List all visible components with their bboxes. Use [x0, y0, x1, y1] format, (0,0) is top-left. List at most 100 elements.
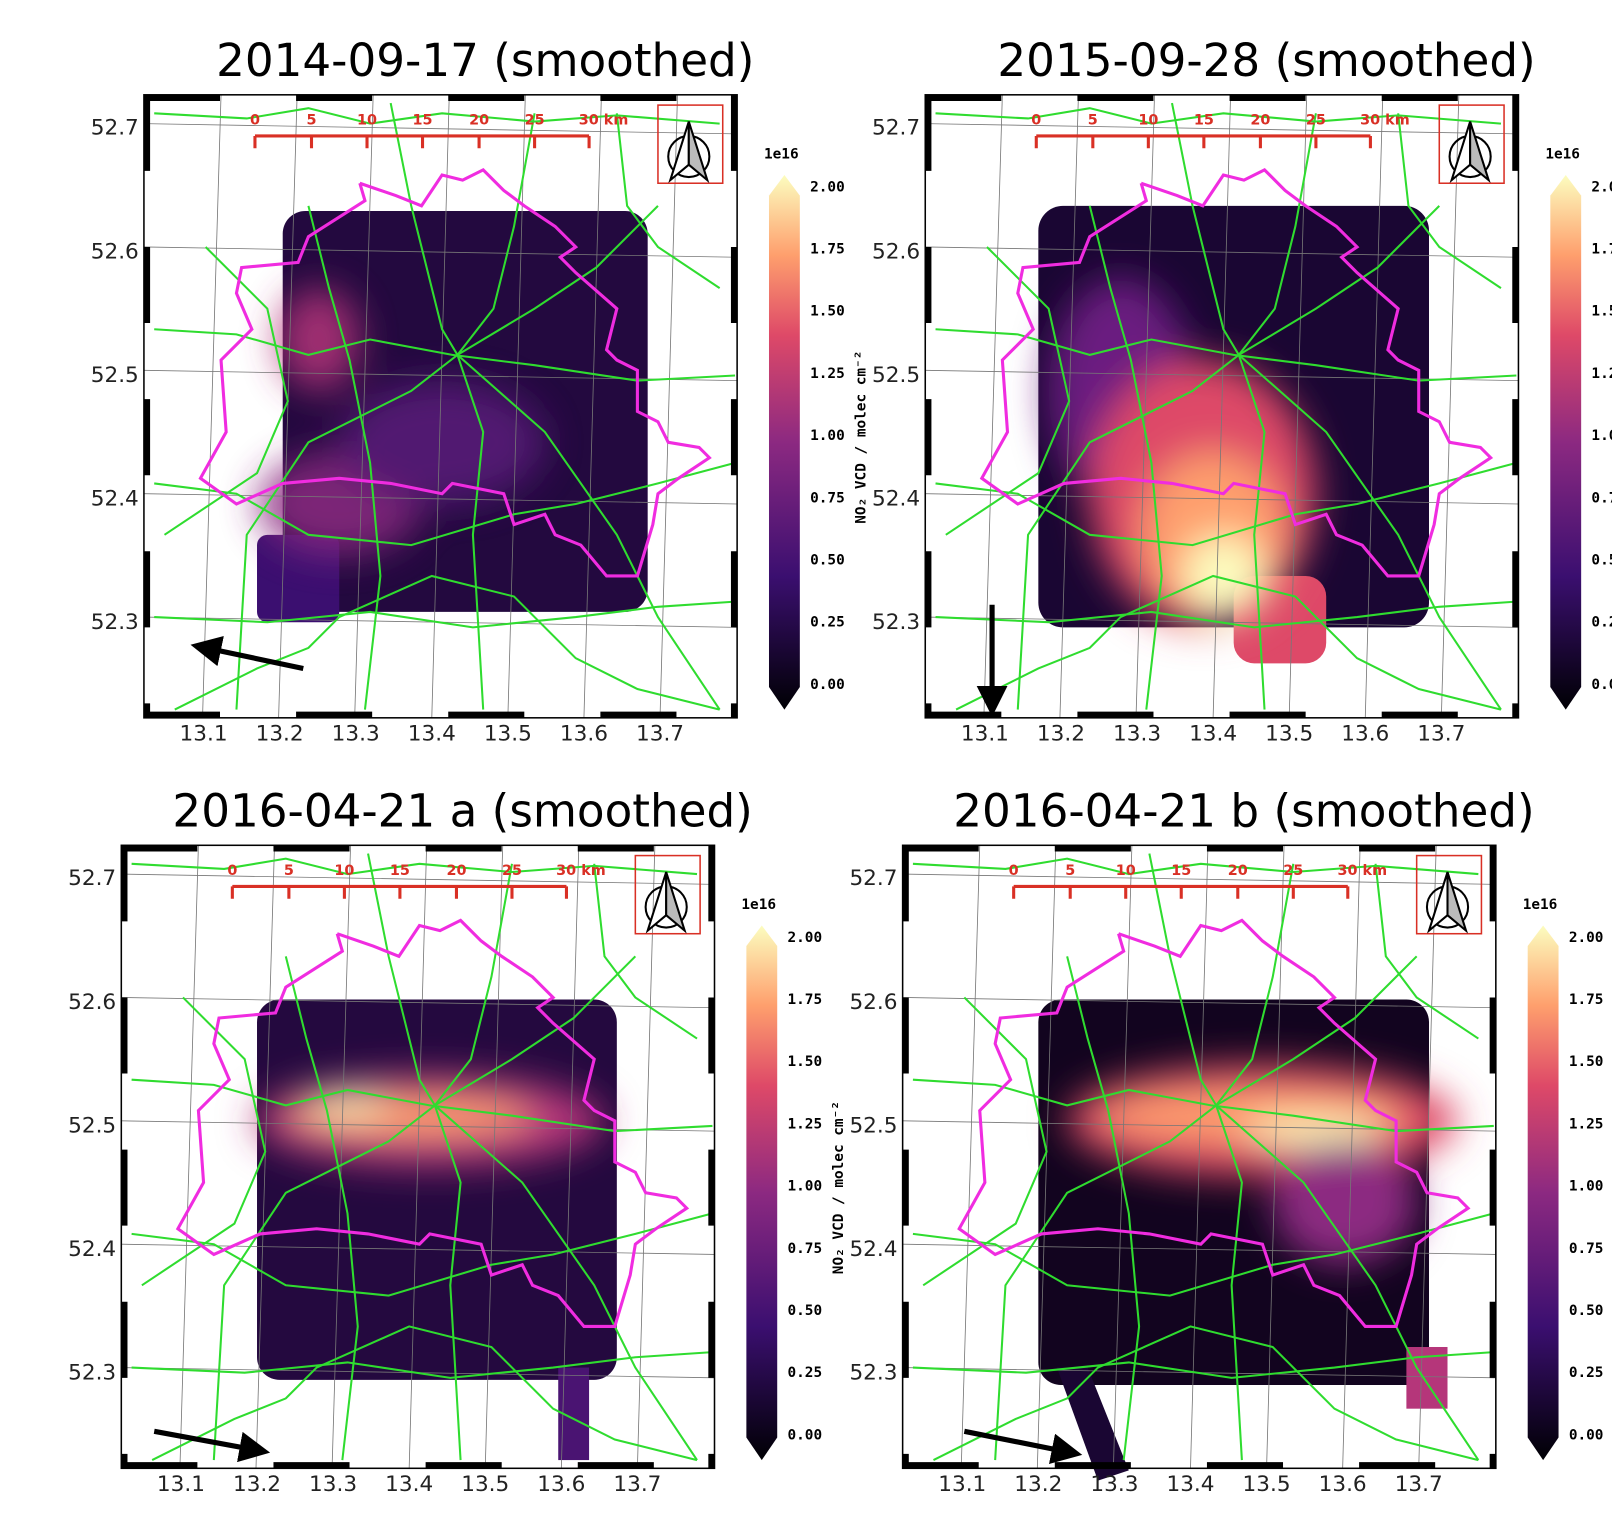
colorbar-tick-label: 0.00 — [1569, 1427, 1604, 1443]
colorbar-label: NO₂ VCD / molec cm⁻² — [854, 351, 870, 524]
colorbar-tick-label: 0.25 — [787, 1365, 822, 1381]
panel-title: 2016-04-21 b (smoothed) — [953, 784, 1534, 837]
colorbar-tick-label: 1.00 — [787, 1179, 822, 1195]
lon-tick-label: 13.3 — [332, 721, 380, 746]
colorbar-tick-label: 1.00 — [1569, 1179, 1604, 1195]
lat-tick-label: 52.7 — [872, 116, 920, 141]
lon-tick-label: 13.6 — [1341, 721, 1389, 746]
lon-tick-label: 13.3 — [1113, 721, 1161, 746]
lat-tick-label: 52.4 — [849, 1237, 897, 1262]
lon-tick-label: 13.2 — [233, 1472, 281, 1497]
lat-tick-label: 52.4 — [872, 487, 920, 512]
map-panel: 2014-09-17 (smoothed)52.752.652.552.452.… — [91, 34, 870, 746]
lon-tick-label: 13.1 — [961, 721, 1009, 746]
colorbar-tick-label: 0.25 — [1591, 615, 1612, 631]
lat-tick-label: 52.6 — [849, 990, 897, 1015]
map-panel: 2016-04-21 b (smoothed) 52.7 52.6 52.5 52.4 5… — [849, 784, 1603, 1496]
scale-bar-label: 5 — [306, 113, 316, 129]
scale-bar-label: 20 — [446, 863, 466, 879]
colorbar-tick-label: 0.50 — [1569, 1303, 1604, 1319]
scale-bar-label: 10 — [357, 113, 377, 129]
scale-bar-label: 0 — [250, 113, 260, 129]
lat-tick-label: 52.3 — [91, 610, 139, 635]
colorbar-tick-label: 0.00 — [1591, 677, 1612, 693]
scale-bar-label: 30 km — [556, 863, 606, 879]
colorbar-tick-label: 1.25 — [787, 1116, 822, 1132]
colorbar-tick-label: 1.50 — [1591, 304, 1612, 320]
scale-bar-label: 0 — [1031, 113, 1041, 129]
lon-tick-label: 13.2 — [256, 721, 304, 746]
colorbar-tick-label: 0.75 — [810, 490, 845, 506]
colorbar-exponent: 1e16 — [1545, 146, 1580, 162]
heatmap — [254, 999, 617, 1461]
colorbar-tick-label: 0.50 — [787, 1303, 822, 1319]
lon-tick-label: 13.7 — [1417, 721, 1465, 746]
lat-tick-label: 52.5 — [91, 363, 139, 388]
colorbar-tick-label: 1.50 — [787, 1054, 822, 1070]
colorbar-tick-label: 0.00 — [787, 1427, 822, 1443]
scale-bar-label: 0 — [227, 863, 237, 879]
lon-tick-label: 13.7 — [636, 721, 684, 746]
scale-bar-label: 20 — [469, 113, 489, 129]
colorbar-tick-label: 2.00 — [1569, 930, 1604, 946]
lon-tick-label: 13.6 — [1319, 1472, 1367, 1497]
colorbar-tick-label: 1.00 — [810, 428, 845, 444]
lat-tick-label: 52.6 — [872, 239, 920, 264]
lon-tick-label: 13.4 — [1189, 721, 1237, 746]
colorbar-tick-label: 2.00 — [1591, 179, 1612, 195]
colorbar-exponent: 1e16 — [1523, 897, 1558, 913]
scale-bar-label: 5 — [1065, 863, 1075, 879]
lon-tick-label: 13.1 — [180, 721, 228, 746]
colorbar-tick-label: 0.00 — [810, 677, 845, 693]
lon-tick-label: 13.3 — [1090, 1472, 1138, 1497]
lat-tick-label: 52.3 — [68, 1361, 116, 1386]
scale-bar-label: 10 — [334, 863, 354, 879]
scale-bar-label: 25 — [1306, 113, 1326, 129]
colorbar-tick-label: 1.25 — [1569, 1116, 1604, 1132]
lat-tick-label: 52.5 — [68, 1113, 116, 1138]
colorbar-tick-label: 1.75 — [810, 242, 845, 258]
scale-bar-label: 15 — [413, 113, 433, 129]
scale-bar-label: 5 — [284, 863, 294, 879]
colorbar-tick-label: 1.75 — [787, 992, 822, 1008]
scale-bar-label: 20 — [1228, 863, 1248, 879]
lon-tick-label: 13.3 — [309, 1472, 357, 1497]
scale-bar-label: 20 — [1250, 113, 1270, 129]
colorbar-tick-label: 0.50 — [1591, 553, 1612, 569]
lon-tick-label: 13.6 — [560, 721, 608, 746]
panel-title: 2015-09-28 (smoothed) — [997, 34, 1535, 87]
colorbar-tick-label: 2.00 — [787, 930, 822, 946]
lat-tick-label: 52.6 — [68, 990, 116, 1015]
lon-tick-label: 13.4 — [1166, 1472, 1214, 1497]
panel-title: 2016-04-21 a (smoothed) — [172, 784, 752, 837]
lon-tick-label: 13.6 — [537, 1472, 585, 1497]
lon-tick-label: 13.7 — [1395, 1472, 1443, 1497]
colorbar-label: NO₂ VCD / molec cm⁻² — [831, 1101, 847, 1274]
lon-tick-label: 13.4 — [408, 721, 456, 746]
lon-tick-label: 13.5 — [1265, 721, 1313, 746]
lat-tick-label: 52.4 — [68, 1237, 116, 1262]
lon-tick-label: 13.2 — [1014, 1472, 1062, 1497]
heatmap — [1038, 205, 1430, 664]
scale-bar-label: 15 — [390, 863, 410, 879]
scale-bar-label: 30 km — [1360, 113, 1410, 129]
map-panel: 2015-09-28 (smoothed)52.752.652.552.452.… — [872, 34, 1612, 746]
lat-tick-label: 52.7 — [91, 116, 139, 141]
colorbar-tick-label: 1.25 — [810, 366, 845, 382]
colorbar-tick-label: 0.25 — [810, 615, 845, 631]
lon-tick-label: 13.1 — [938, 1472, 986, 1497]
lat-tick-label: 52.7 — [849, 866, 897, 891]
colorbar-exponent: 1e16 — [741, 897, 776, 913]
colorbar-tick-label: 0.50 — [810, 553, 845, 569]
colorbar-tick-label: 1.75 — [1591, 242, 1612, 258]
scale-bar-label: 15 — [1171, 863, 1191, 879]
lon-tick-label: 13.7 — [613, 1472, 661, 1497]
colorbar-tick-label: 0.75 — [787, 1241, 822, 1257]
lat-tick-label: 52.3 — [872, 610, 920, 635]
lon-tick-label: 13.5 — [461, 1472, 509, 1497]
colorbar-tick-label: 0.25 — [1569, 1365, 1604, 1381]
scale-bar-label: 5 — [1088, 113, 1098, 129]
lat-tick-label: 52.5 — [849, 1113, 897, 1138]
lon-tick-label: 13.5 — [484, 721, 532, 746]
